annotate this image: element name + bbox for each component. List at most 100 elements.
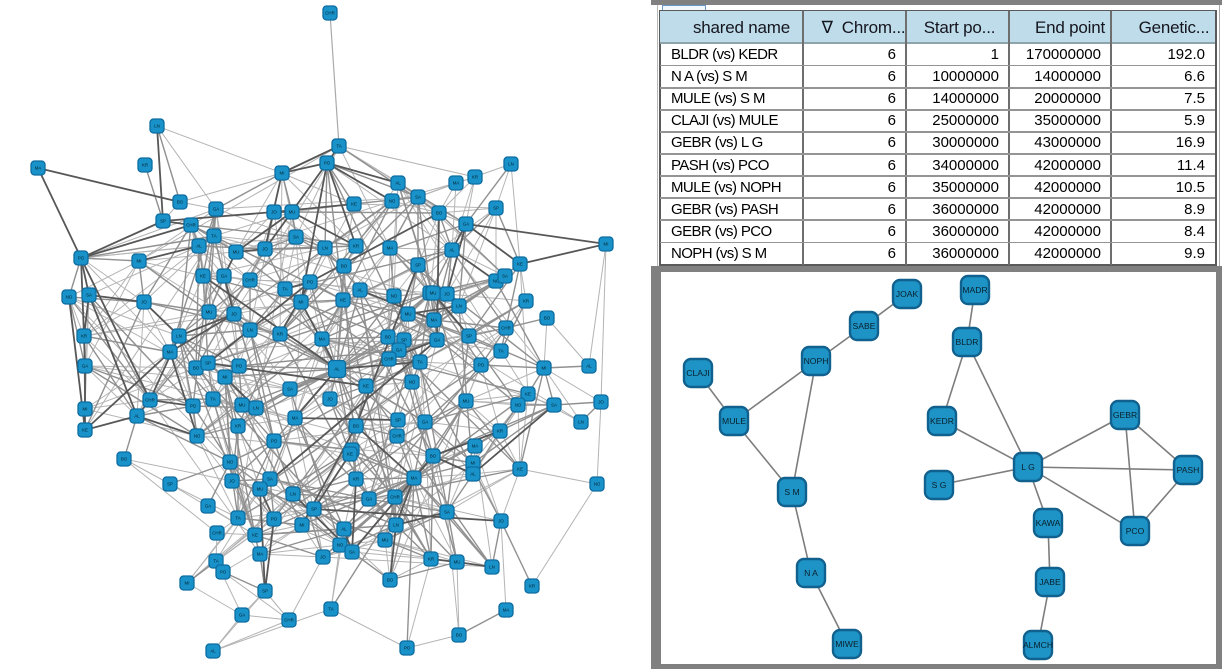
svg-text:JO: JO	[498, 519, 504, 524]
svg-text:BO: BO	[177, 200, 184, 205]
svg-text:MA: MA	[453, 181, 460, 186]
svg-text:KR: KR	[353, 244, 359, 249]
svg-text:MU: MU	[430, 291, 437, 296]
svg-text:S G: S G	[932, 480, 947, 490]
svg-text:CHR: CHR	[325, 11, 335, 16]
svg-text:JO: JO	[327, 397, 333, 402]
svg-text:LN: LN	[508, 162, 514, 167]
svg-text:TA: TA	[417, 360, 422, 365]
svg-text:GEBR: GEBR	[1113, 410, 1137, 420]
svg-text:MULE: MULE	[722, 416, 746, 426]
svg-text:CHR: CHR	[501, 326, 511, 331]
svg-text:GA: GA	[213, 207, 219, 212]
svg-text:MA: MA	[292, 416, 299, 421]
svg-text:NO: NO	[391, 294, 398, 299]
svg-text:GA: GA	[366, 497, 372, 502]
svg-text:KE: KE	[200, 274, 206, 279]
svg-text:CHR: CHR	[186, 223, 196, 228]
svg-text:JO: JO	[141, 300, 147, 305]
svg-text:AL: AL	[341, 527, 347, 532]
svg-text:KR: KR	[277, 332, 283, 337]
svg-text:KE: KE	[340, 298, 346, 303]
svg-text:NO: NO	[337, 543, 344, 548]
svg-text:TA: TA	[211, 234, 216, 239]
svg-text:KR: KR	[235, 424, 241, 429]
svg-text:MU: MU	[257, 487, 264, 492]
svg-text:GA: GA	[396, 348, 402, 353]
svg-text:PO: PO	[271, 439, 278, 444]
svg-text:SA: SA	[502, 274, 508, 279]
svg-text:GA: GA	[463, 222, 469, 227]
svg-text:SA: SA	[267, 477, 273, 482]
svg-text:NO: NO	[493, 279, 500, 284]
svg-text:MIWE: MIWE	[835, 639, 859, 649]
svg-text:SP: SP	[205, 361, 211, 366]
svg-text:AL: AL	[196, 244, 202, 249]
svg-text:SA: SA	[415, 195, 421, 200]
svg-text:AL: AL	[449, 248, 455, 253]
svg-text:AL: AL	[134, 414, 140, 419]
svg-text:SP: SP	[262, 589, 268, 594]
svg-text:SP: SP	[311, 507, 317, 512]
svg-text:JO: JO	[271, 210, 277, 215]
svg-text:BO: BO	[385, 335, 392, 340]
svg-text:TA: TA	[498, 349, 503, 354]
svg-text:PO: PO	[220, 570, 227, 575]
svg-text:L G: L G	[1021, 462, 1035, 472]
svg-text:SP: SP	[395, 418, 401, 423]
svg-text:SA: SA	[86, 293, 92, 298]
svg-text:KE: KE	[252, 533, 258, 538]
svg-text:BO: BO	[341, 264, 348, 269]
svg-text:MI: MI	[604, 242, 609, 247]
svg-text:MI: MI	[83, 407, 88, 412]
svg-text:JO: JO	[444, 292, 450, 297]
svg-text:MU: MU	[239, 403, 246, 408]
svg-text:LN: LN	[176, 334, 182, 339]
svg-text:CHR: CHR	[384, 357, 394, 362]
svg-text:MA: MA	[35, 166, 42, 171]
svg-text:PASH: PASH	[1177, 465, 1200, 475]
svg-text:NO: NO	[66, 295, 73, 300]
svg-text:BO: BO	[387, 578, 394, 583]
svg-text:TA: TA	[210, 397, 215, 402]
svg-text:JO: JO	[231, 312, 237, 317]
svg-text:KE: KE	[517, 262, 523, 267]
svg-text:PO: PO	[190, 404, 197, 409]
svg-text:LN: LN	[393, 523, 399, 528]
svg-text:KR: KR	[142, 163, 148, 168]
svg-text:KE: KE	[347, 452, 353, 457]
svg-text:S M: S M	[784, 487, 799, 497]
svg-text:PO: PO	[236, 364, 243, 369]
svg-text:BO: BO	[193, 366, 200, 371]
svg-text:CHR: CHR	[284, 618, 294, 623]
svg-text:PO: PO	[404, 646, 411, 651]
svg-text:N A: N A	[804, 568, 818, 578]
svg-text:BO: BO	[456, 633, 463, 638]
svg-text:PO: PO	[271, 517, 278, 522]
svg-text:JOAK: JOAK	[896, 289, 919, 299]
svg-text:BO: BO	[436, 211, 443, 216]
svg-text:LN: LN	[322, 246, 328, 251]
svg-text:GA: GA	[221, 274, 227, 279]
svg-text:PO: PO	[478, 363, 485, 368]
svg-text:KR: KR	[472, 175, 478, 180]
svg-text:LN: LN	[456, 304, 462, 309]
svg-text:LN: LN	[154, 124, 160, 129]
svg-text:KE: KE	[351, 202, 357, 207]
svg-text:NO: NO	[515, 403, 522, 408]
svg-text:JO: JO	[320, 555, 326, 560]
svg-text:MA: MA	[387, 246, 394, 251]
svg-text:MA: MA	[319, 337, 326, 342]
svg-text:AL: AL	[395, 181, 401, 186]
svg-text:SP: SP	[493, 206, 499, 211]
svg-text:KE: KE	[363, 384, 369, 389]
svg-text:SP: SP	[160, 219, 166, 224]
svg-text:SA: SA	[551, 403, 557, 408]
svg-text:SA: SA	[293, 235, 299, 240]
svg-text:TA: TA	[235, 516, 240, 521]
svg-text:GA: GA	[82, 364, 88, 369]
svg-text:GA: GA	[239, 613, 245, 618]
svg-text:SABE: SABE	[853, 321, 876, 331]
svg-text:TA: TA	[213, 559, 218, 564]
svg-text:TA: TA	[282, 287, 287, 292]
